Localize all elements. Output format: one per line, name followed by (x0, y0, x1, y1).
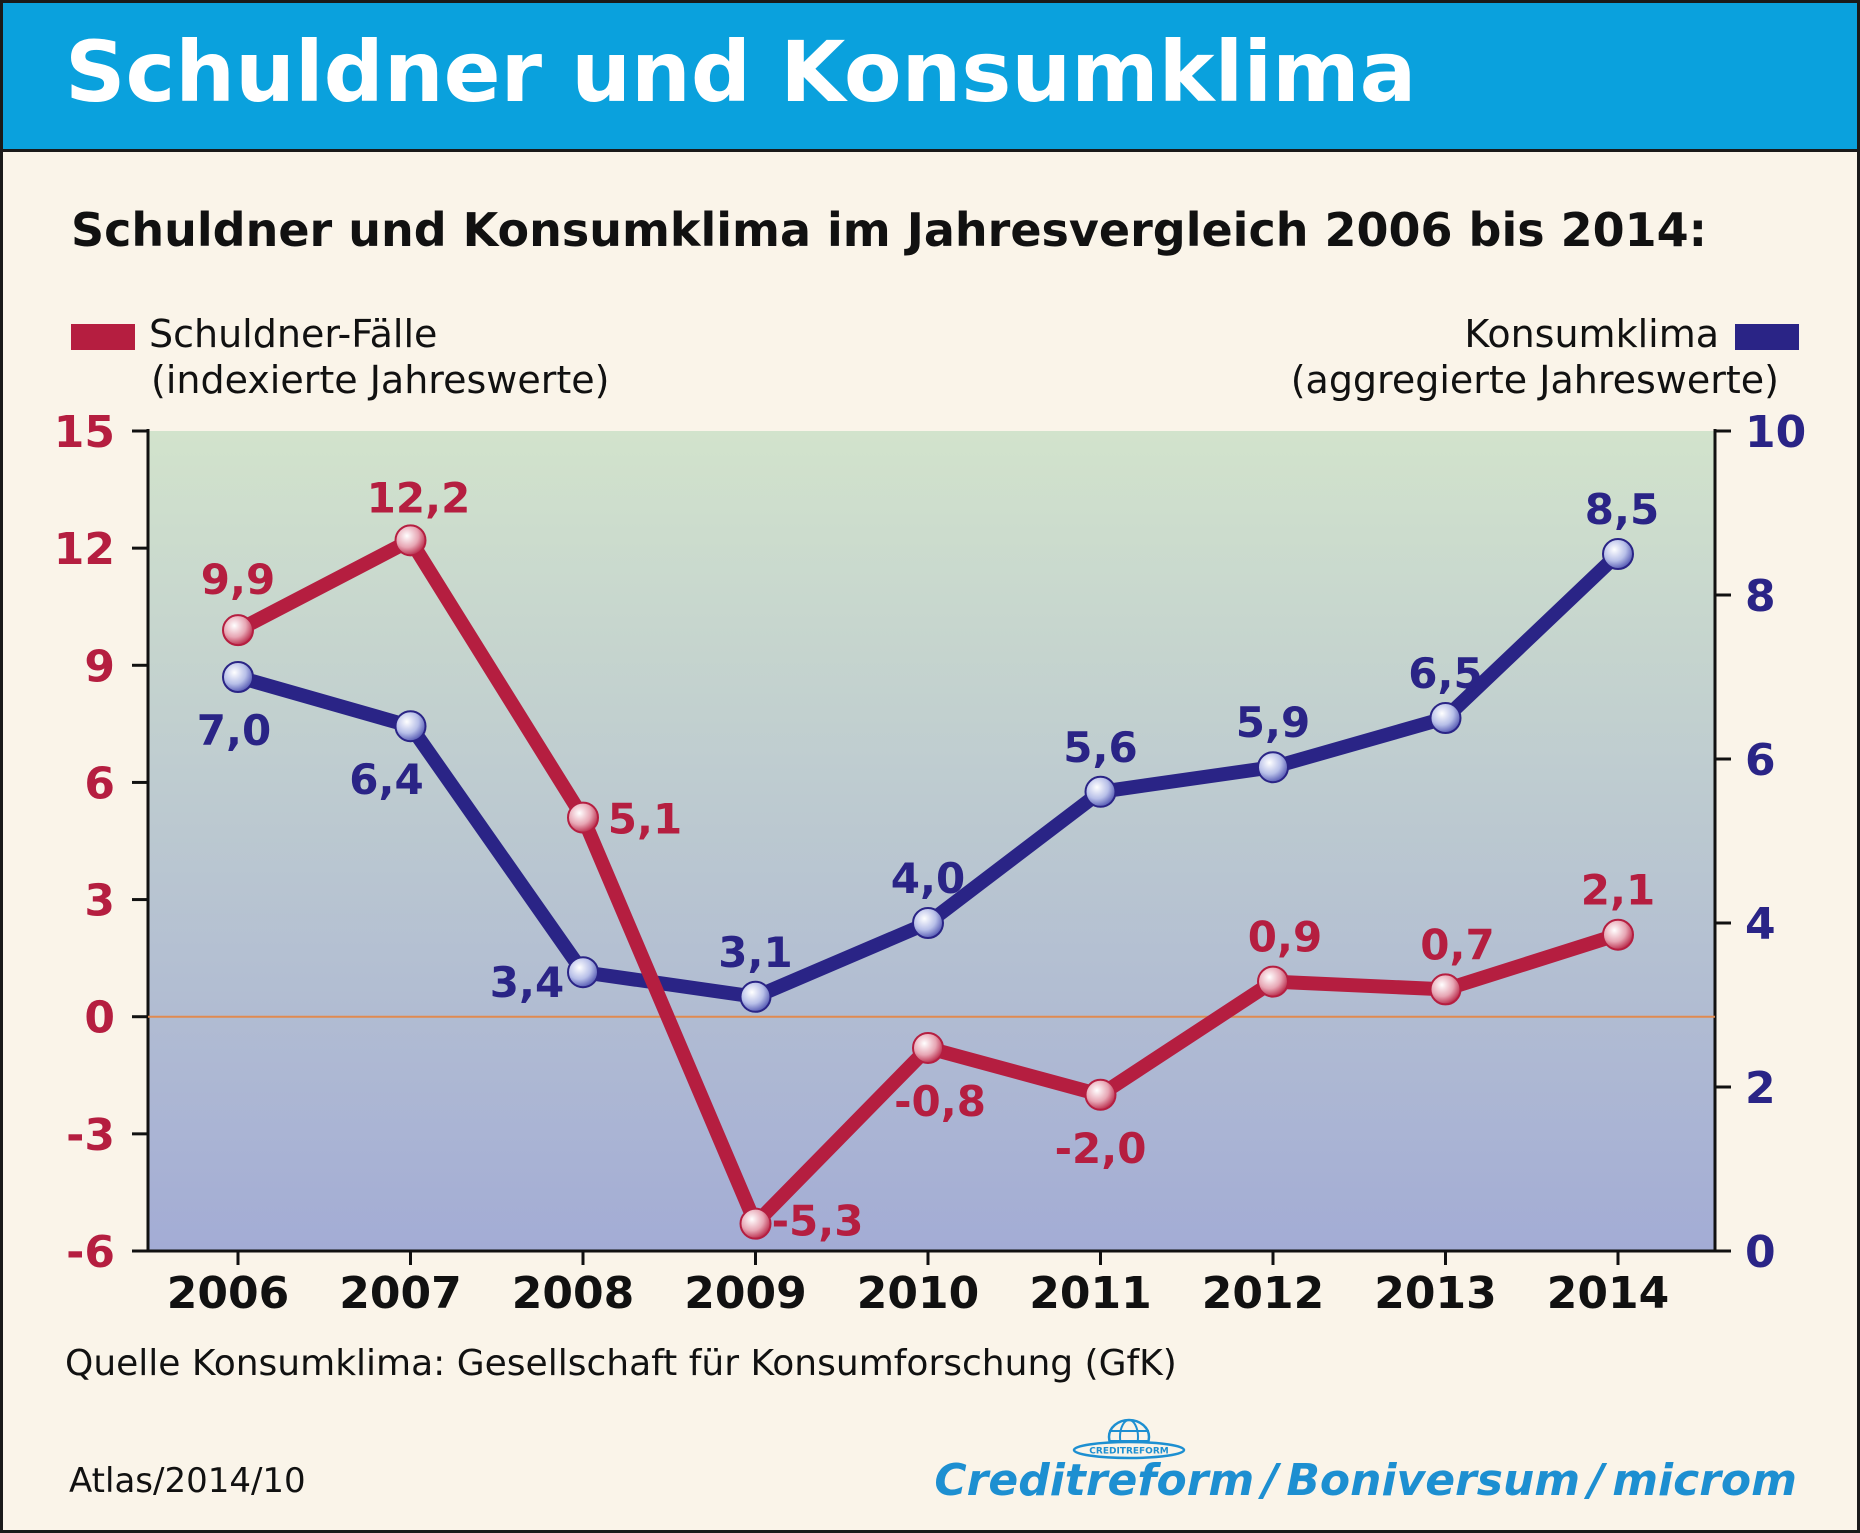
schuldner-point (1084, 1078, 1117, 1111)
konsumklima-data-label: 6,5 (1408, 649, 1482, 698)
legend-sublabel-konsumklima: (aggregierte Jahreswerte) (1290, 358, 1779, 402)
x-tick-label: 2009 (684, 1268, 806, 1319)
konsumklima-point (1084, 775, 1117, 808)
y-left-tick-label: 12 (54, 524, 115, 575)
schuldner-point (222, 614, 254, 647)
atlas-id: Atlas/2014/10 (69, 1461, 306, 1501)
y-left-tick-label: -3 (66, 1110, 115, 1161)
x-tick-label: 2010 (857, 1268, 979, 1319)
schuldner-point (567, 801, 599, 834)
x-tick-label: 2011 (1029, 1268, 1151, 1319)
legend-schuldner: Schuldner-Fälle (indexierte Jahreswerte) (71, 311, 609, 403)
brand-logo: Creditreform / Boniversum / microm (934, 1455, 1797, 1506)
brand-microm: microm (1612, 1455, 1797, 1506)
brand-boniversum: Boniversum (1286, 1455, 1581, 1506)
x-tick-label: 2007 (339, 1268, 461, 1319)
schuldner-point (739, 1207, 772, 1240)
y-left-tick-label: -6 (66, 1227, 115, 1278)
konsumklima-point (394, 710, 427, 743)
brand-creditreform: Creditreform (934, 1455, 1255, 1506)
axes: 15 12 9 6 3 0 -3 -6 10 8 6 4 2 0 2006 2007 2008 2009 2010 2… (54, 407, 1806, 1319)
legend-konsumklima: Konsumklima (aggregierte Jahreswerte) (1291, 311, 1799, 403)
konsumklima-data-label: 8,5 (1585, 485, 1659, 534)
schuldner-data-label: 9,9 (201, 555, 275, 604)
schuldner-point (1602, 918, 1634, 951)
legend-label-konsumklima: Konsumklima (1464, 312, 1719, 356)
y-right-tick-label: 6 (1745, 735, 1776, 786)
konsumklima-data-label: 3,4 (490, 958, 564, 1007)
schuldner-data-label: 0,9 (1248, 913, 1322, 962)
y-left-tick-label: 6 (84, 758, 115, 809)
y-left-tick-label: 9 (84, 641, 115, 692)
schuldner-data-label: -5,3 (772, 1197, 864, 1246)
konsumklima-data-label: 6,4 (349, 755, 423, 804)
legend-swatch-schuldner (71, 323, 135, 350)
konsumklima-point (1429, 702, 1462, 734)
konsumklima-data-label: 5,9 (1236, 698, 1310, 747)
schuldner-data-label: -2,0 (1055, 1124, 1147, 1173)
brand-separator-1: / (1262, 1455, 1279, 1506)
konsumklima-point (1257, 751, 1289, 784)
data-labels: 9,9 12,2 5,1 -5,3 -0,8 -2,0 0,9 0,7 2,1 7,0 6,4 3,4… (197, 473, 1659, 1245)
series-group (222, 524, 1634, 1240)
konsumklima-point (912, 907, 944, 939)
schuldner-point (912, 1031, 944, 1064)
schuldner-data-label: -0,8 (894, 1077, 986, 1126)
chart-subtitle: Schuldner und Konsumklima im Jahresvergl… (71, 203, 1708, 257)
konsumklima-data-label: 7,0 (197, 706, 271, 755)
x-tick-label: 2006 (167, 1268, 289, 1319)
line-chart: 15 12 9 6 3 0 -3 -6 10 8 6 4 2 0 2006 2007 2008 2009 2010 2… (54, 407, 1806, 1319)
y-right-tick-label: 10 (1745, 407, 1806, 458)
legend-swatch-konsumklima (1735, 323, 1799, 350)
schuldner-data-label: 12,2 (367, 473, 471, 522)
konsumklima-data-label: 5,6 (1063, 723, 1137, 772)
konsumklima-data-label: 3,1 (718, 928, 792, 977)
x-tick-label: 2008 (512, 1268, 634, 1319)
page-title: Schuldner und Konsumklima (65, 23, 1417, 121)
y-left-tick-label: 3 (84, 876, 115, 927)
legend-sublabel-schuldner: (indexierte Jahreswerte) (151, 358, 610, 402)
schuldner-data-label: 2,1 (1581, 866, 1655, 915)
schuldner-point (394, 524, 427, 557)
konsumklima-point (567, 956, 599, 989)
title-banner: Schuldner und Konsumklima (3, 3, 1857, 152)
x-tick-label: 2013 (1374, 1268, 1496, 1319)
x-tick-label: 2014 (1547, 1268, 1669, 1319)
plot-area (148, 431, 1715, 1251)
schuldner-point (1429, 973, 1462, 1006)
y-right-tick-label: 8 (1745, 571, 1776, 622)
schuldner-data-label: 0,7 (1420, 920, 1494, 969)
brand-separator-2: / (1588, 1455, 1605, 1506)
schuldner-point (1257, 965, 1289, 998)
konsumklima-point (222, 661, 254, 693)
y-right-tick-label: 2 (1745, 1063, 1776, 1114)
y-left-tick-label: 15 (54, 407, 115, 458)
konsumklima-point (739, 980, 772, 1013)
globe-icon: CREDITREFORM (1072, 1418, 1186, 1460)
konsumklima-point (1602, 538, 1634, 570)
x-tick-label: 2012 (1202, 1268, 1324, 1319)
globe-text: CREDITREFORM (1089, 1447, 1168, 1457)
legend-label-schuldner: Schuldner-Fälle (149, 312, 438, 356)
konsumklima-data-label: 4,0 (891, 854, 965, 903)
y-left-tick-label: 0 (84, 993, 115, 1044)
y-right-tick-label: 4 (1745, 899, 1776, 950)
schuldner-data-label: 5,1 (608, 795, 682, 844)
y-right-tick-label: 0 (1745, 1227, 1776, 1278)
source-note: Quelle Konsumklima: Gesellschaft für Kon… (65, 1343, 1177, 1384)
